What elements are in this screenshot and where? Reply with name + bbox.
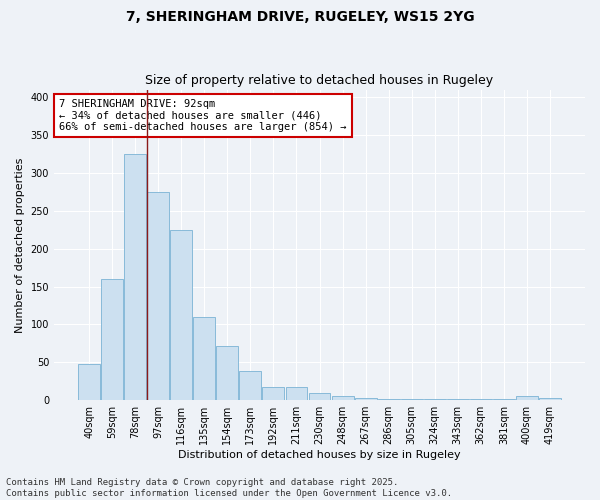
Bar	[332, 396, 353, 400]
Bar	[147, 192, 169, 400]
X-axis label: Distribution of detached houses by size in Rugeley: Distribution of detached houses by size …	[178, 450, 461, 460]
Title: Size of property relative to detached houses in Rugeley: Size of property relative to detached ho…	[145, 74, 494, 87]
Bar	[217, 346, 238, 400]
Bar	[516, 396, 538, 400]
Bar	[262, 388, 284, 400]
Bar	[170, 230, 192, 400]
Bar	[239, 372, 262, 400]
Bar	[101, 279, 123, 400]
Bar	[539, 398, 561, 400]
Text: 7 SHERINGHAM DRIVE: 92sqm
← 34% of detached houses are smaller (446)
66% of semi: 7 SHERINGHAM DRIVE: 92sqm ← 34% of detac…	[59, 99, 347, 132]
Bar	[355, 398, 377, 400]
Bar	[308, 392, 331, 400]
Text: Contains HM Land Registry data © Crown copyright and database right 2025.
Contai: Contains HM Land Registry data © Crown c…	[6, 478, 452, 498]
Bar	[78, 364, 100, 400]
Bar	[124, 154, 146, 400]
Bar	[286, 388, 307, 400]
Y-axis label: Number of detached properties: Number of detached properties	[15, 157, 25, 332]
Text: 7, SHERINGHAM DRIVE, RUGELEY, WS15 2YG: 7, SHERINGHAM DRIVE, RUGELEY, WS15 2YG	[125, 10, 475, 24]
Bar	[193, 317, 215, 400]
